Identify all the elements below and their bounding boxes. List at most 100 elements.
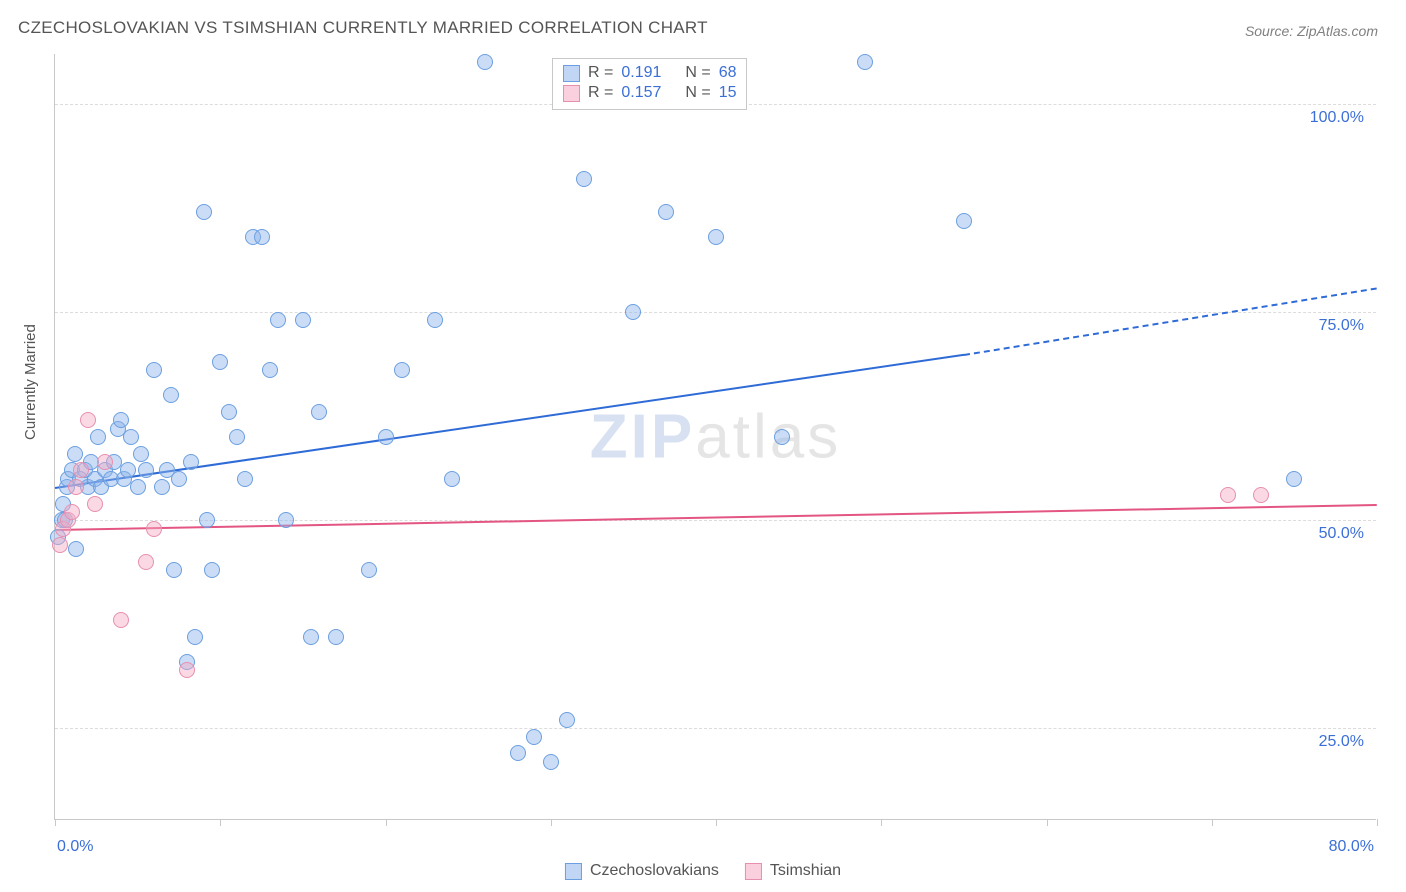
r-label: R = xyxy=(588,64,613,82)
data-point xyxy=(146,521,162,537)
gridline xyxy=(55,520,1376,521)
data-point xyxy=(270,312,286,328)
swatch-icon xyxy=(565,863,582,880)
x-tick-label: 0.0% xyxy=(57,838,93,856)
x-tick-mark xyxy=(551,819,552,826)
data-point xyxy=(196,204,212,220)
data-point xyxy=(708,229,724,245)
data-point xyxy=(138,554,154,570)
data-point xyxy=(163,387,179,403)
stats-row: R = 0.157 N = 15 xyxy=(563,83,736,103)
data-point xyxy=(526,729,542,745)
data-point xyxy=(1220,487,1236,503)
data-point xyxy=(378,429,394,445)
data-point xyxy=(120,462,136,478)
stats-row: R = 0.191 N = 68 xyxy=(563,63,736,83)
data-point xyxy=(956,213,972,229)
data-point xyxy=(229,429,245,445)
swatch-icon xyxy=(563,65,580,82)
data-point xyxy=(262,362,278,378)
trend-line xyxy=(55,504,1377,531)
data-point xyxy=(146,362,162,378)
data-point xyxy=(64,504,80,520)
data-point xyxy=(123,429,139,445)
n-label: N = xyxy=(685,84,710,102)
chart-title: CZECHOSLOVAKIAN VS TSIMSHIAN CURRENTLY M… xyxy=(18,18,708,38)
data-point xyxy=(328,629,344,645)
data-point xyxy=(477,54,493,70)
data-point xyxy=(52,537,68,553)
data-point xyxy=(133,446,149,462)
data-point xyxy=(394,362,410,378)
trend-line xyxy=(964,287,1377,356)
y-tick-label: 75.0% xyxy=(1319,317,1364,335)
n-label: N = xyxy=(685,64,710,82)
y-tick-label: 100.0% xyxy=(1310,109,1364,127)
data-point xyxy=(311,404,327,420)
data-point xyxy=(97,454,113,470)
watermark: ZIPatlas xyxy=(590,401,841,472)
x-tick-mark xyxy=(55,819,56,826)
data-point xyxy=(278,512,294,528)
x-tick-mark xyxy=(881,819,882,826)
data-point xyxy=(183,454,199,470)
n-value: 15 xyxy=(719,84,737,102)
y-axis-label: Currently Married xyxy=(22,324,39,440)
legend-label: Czechoslovakians xyxy=(590,862,719,880)
stats-legend: R = 0.191 N = 68 R = 0.157 N = 15 xyxy=(552,58,747,110)
gridline xyxy=(55,312,1376,313)
source-label: Source: ZipAtlas.com xyxy=(1245,23,1378,39)
data-point xyxy=(204,562,220,578)
data-point xyxy=(1286,471,1302,487)
r-value: 0.157 xyxy=(621,84,669,102)
data-point xyxy=(138,462,154,478)
data-point xyxy=(444,471,460,487)
data-point xyxy=(237,471,253,487)
data-point xyxy=(80,412,96,428)
data-point xyxy=(625,304,641,320)
legend-item: Czechoslovakians xyxy=(565,862,719,880)
data-point xyxy=(361,562,377,578)
r-label: R = xyxy=(588,84,613,102)
legend-item: Tsimshian xyxy=(745,862,841,880)
data-point xyxy=(187,629,203,645)
data-point xyxy=(774,429,790,445)
data-point xyxy=(1253,487,1269,503)
gridline xyxy=(55,728,1376,729)
data-point xyxy=(113,612,129,628)
n-value: 68 xyxy=(719,64,737,82)
data-point xyxy=(857,54,873,70)
y-tick-label: 50.0% xyxy=(1319,525,1364,543)
data-point xyxy=(87,496,103,512)
data-point xyxy=(221,404,237,420)
data-point xyxy=(171,471,187,487)
data-point xyxy=(68,479,84,495)
x-tick-mark xyxy=(220,819,221,826)
x-tick-label: 80.0% xyxy=(1329,838,1374,856)
x-tick-mark xyxy=(386,819,387,826)
y-tick-label: 25.0% xyxy=(1319,733,1364,751)
data-point xyxy=(295,312,311,328)
data-point xyxy=(212,354,228,370)
data-point xyxy=(68,541,84,557)
bottom-legend: Czechoslovakians Tsimshian xyxy=(565,862,841,880)
data-point xyxy=(543,754,559,770)
data-point xyxy=(658,204,674,220)
data-point xyxy=(303,629,319,645)
data-point xyxy=(154,479,170,495)
data-point xyxy=(510,745,526,761)
x-tick-mark xyxy=(716,819,717,826)
data-point xyxy=(559,712,575,728)
swatch-icon xyxy=(745,863,762,880)
data-point xyxy=(166,562,182,578)
data-point xyxy=(130,479,146,495)
data-point xyxy=(179,662,195,678)
swatch-icon xyxy=(563,85,580,102)
data-point xyxy=(90,429,106,445)
plot-area: ZIPatlas 25.0%50.0%75.0%100.0%0.0%80.0% xyxy=(54,54,1376,820)
r-value: 0.191 xyxy=(621,64,669,82)
data-point xyxy=(254,229,270,245)
data-point xyxy=(427,312,443,328)
data-point xyxy=(73,462,89,478)
data-point xyxy=(576,171,592,187)
